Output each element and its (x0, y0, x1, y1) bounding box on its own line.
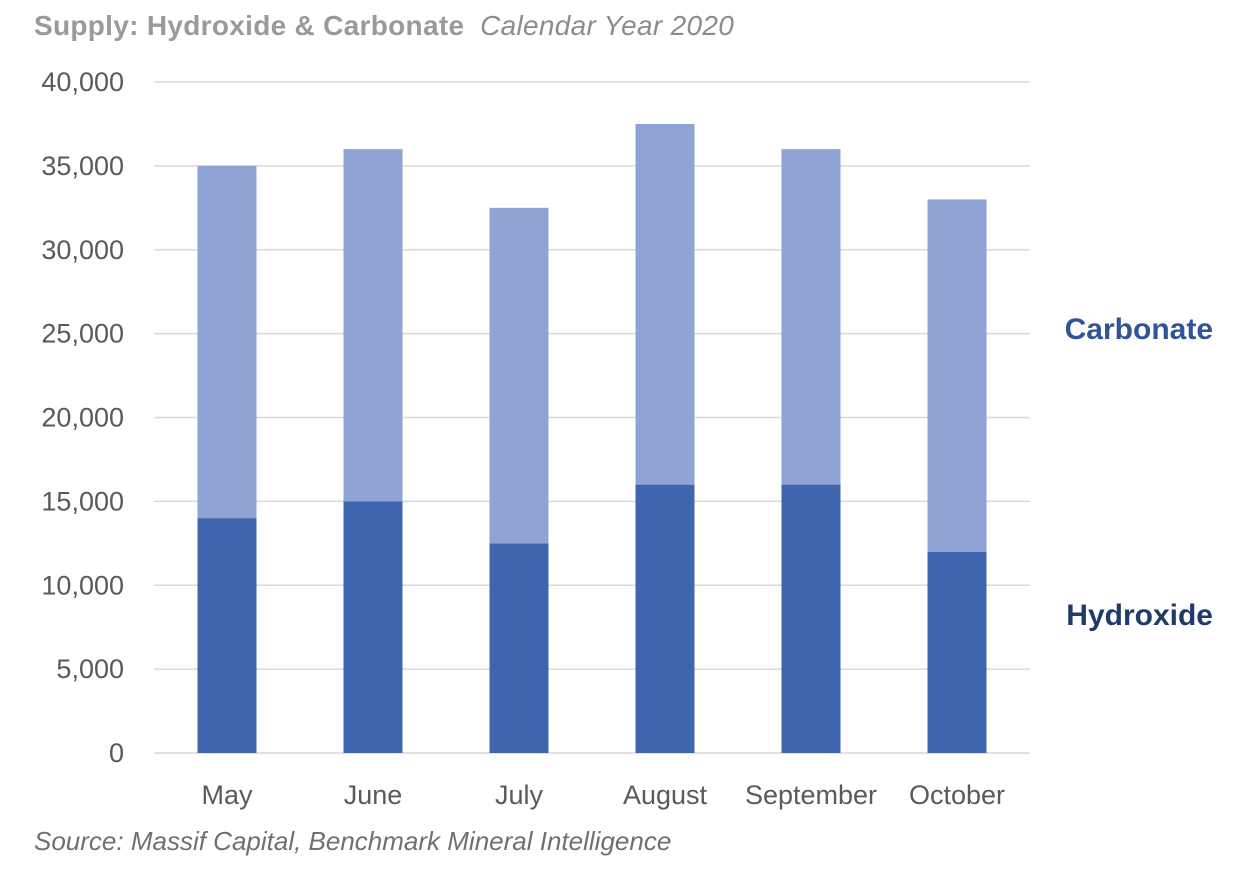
bar-hydroxide-may (197, 518, 257, 753)
bar-hydroxide-june (343, 501, 403, 753)
bar-carbonate-september (781, 149, 841, 485)
x-tick-label: June (344, 780, 403, 810)
x-tick-label: May (201, 780, 253, 810)
y-tick-label: 25,000 (41, 319, 124, 349)
bar-carbonate-august (635, 123, 695, 485)
source-note: Source: Massif Capital, Benchmark Minera… (34, 826, 672, 856)
x-tick-label: August (623, 780, 708, 810)
bar-carbonate-october (927, 199, 987, 552)
y-tick-label: 0 (109, 738, 124, 768)
x-tick-label: July (495, 780, 544, 810)
x-tick-label: October (909, 780, 1005, 810)
y-tick-label: 35,000 (41, 151, 124, 181)
bar-hydroxide-october (927, 551, 987, 753)
y-tick-label: 40,000 (41, 67, 124, 97)
y-tick-label: 20,000 (41, 403, 124, 433)
title-main: Supply: Hydroxide & Carbonate (34, 10, 465, 41)
bar-hydroxide-august (635, 484, 695, 753)
bar-carbonate-july (489, 207, 549, 544)
chart-title: Supply: Hydroxide & Carbonate Calendar Y… (34, 8, 734, 44)
legend-carbonate: Carbonate (1065, 313, 1213, 346)
title-sub: Calendar Year 2020 (480, 10, 735, 41)
bar-carbonate-may (197, 165, 257, 519)
bar-hydroxide-september (781, 484, 841, 753)
bar-carbonate-june (343, 149, 403, 502)
y-tick-label: 15,000 (41, 486, 124, 516)
x-tick-label: September (745, 780, 877, 810)
y-tick-label: 5,000 (56, 654, 124, 684)
bar-hydroxide-july (489, 543, 549, 753)
y-tick-label: 10,000 (41, 570, 124, 600)
y-tick-label: 30,000 (41, 235, 124, 265)
legend-hydroxide: Hydroxide (1066, 599, 1213, 632)
